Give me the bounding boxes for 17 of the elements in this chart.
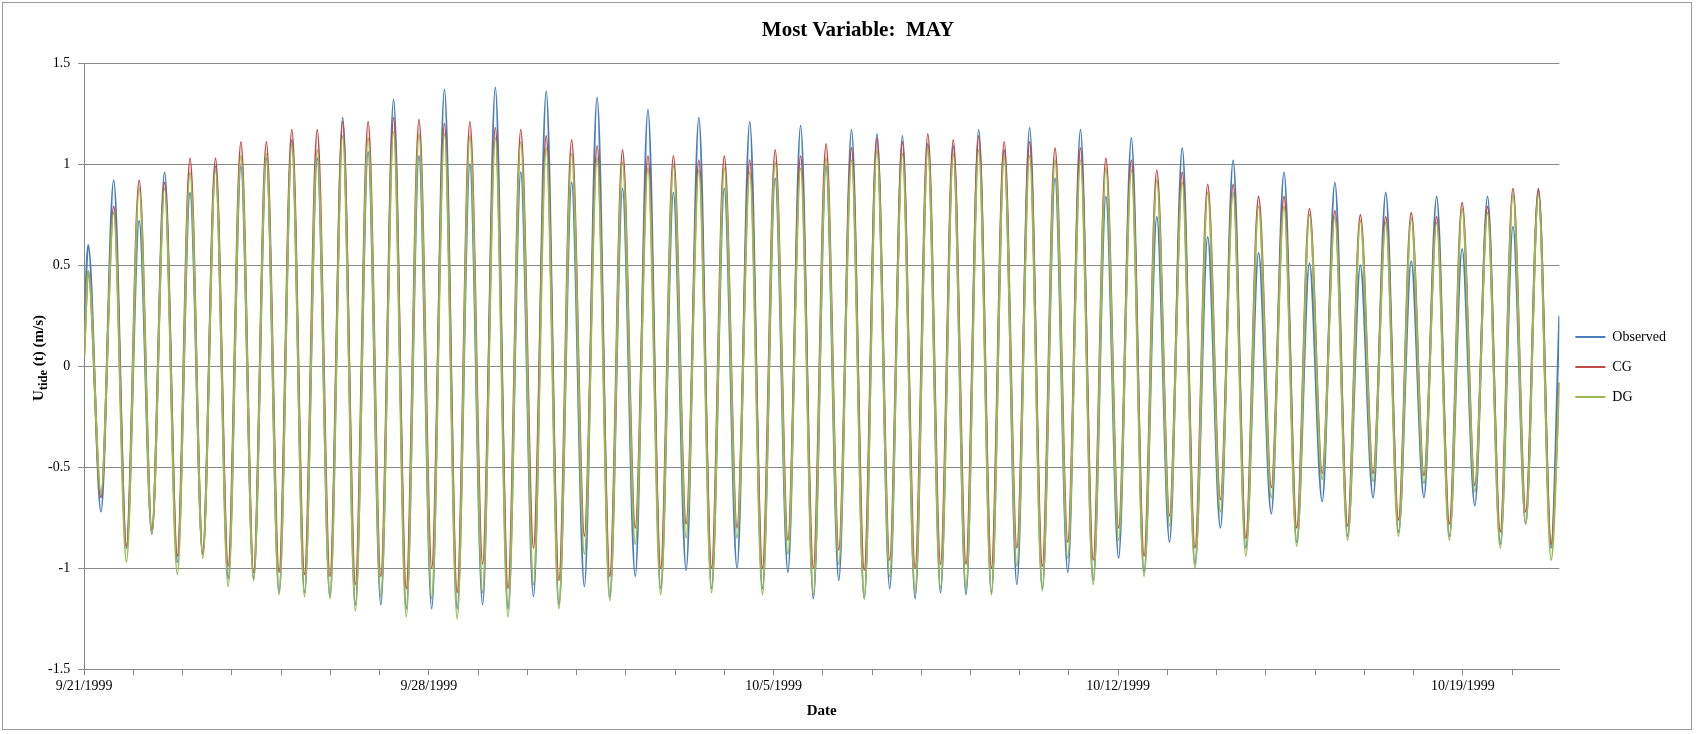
y-tick-label: -0.5 <box>47 458 71 474</box>
x-tick-label: 10/12/1999 <box>1086 678 1151 694</box>
x-tick-label: 9/28/1999 <box>400 678 458 694</box>
x-tick-label: 10/5/1999 <box>745 678 802 694</box>
x-tick-label: 10/19/1999 <box>1431 678 1495 694</box>
y-tick-label: 1.5 <box>52 54 71 70</box>
y-tick-label: -1.5 <box>47 660 71 676</box>
legend-label: DG <box>1612 388 1633 404</box>
chart-title: Most Variable: MAY <box>761 17 955 42</box>
y-tick-label: 0.5 <box>52 256 71 272</box>
legend-label: CG <box>1612 358 1632 374</box>
y-tick-label: -1 <box>58 559 71 575</box>
legend-label: Observed <box>1612 328 1667 344</box>
x-axis-title: Date <box>806 701 838 718</box>
x-tick-label: 9/21/1999 <box>55 678 113 694</box>
y-tick-label: 0 <box>63 357 71 373</box>
y-tick-label: 1 <box>63 155 71 171</box>
